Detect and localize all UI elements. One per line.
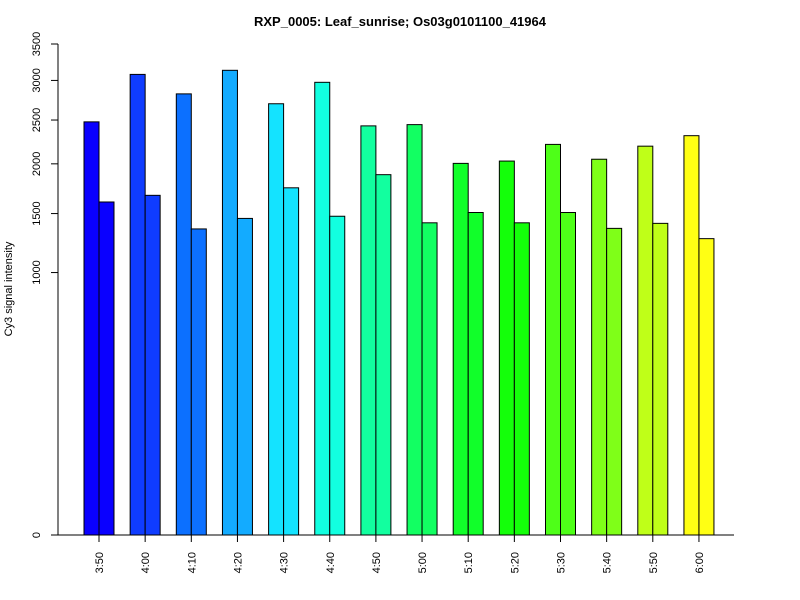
bar-430-2 bbox=[283, 187, 300, 536]
x-axis-ticks: 3:50 4:00 4:10 4:20 4:30 4:40 4:50 5:00 5:10 5:20… bbox=[94, 535, 706, 573]
bar-540-1 bbox=[591, 158, 608, 536]
bar-400-2 bbox=[144, 194, 161, 536]
y-tick-label: 2500 bbox=[31, 108, 43, 132]
bars bbox=[83, 69, 715, 536]
bar-350-1 bbox=[83, 121, 100, 536]
bar-450-2 bbox=[375, 174, 392, 536]
x-tick-label: 6:00 bbox=[694, 552, 706, 573]
bar-420-1 bbox=[221, 69, 238, 536]
y-tick-label: 0 bbox=[31, 532, 43, 538]
bar-510-1 bbox=[452, 162, 469, 536]
y-tick-label: 1500 bbox=[31, 201, 43, 225]
bar-350-2 bbox=[98, 201, 115, 536]
bar-430-1 bbox=[268, 103, 285, 536]
bar-500-1 bbox=[406, 124, 423, 536]
bar-510-2 bbox=[467, 212, 484, 536]
y-tick-label: 2000 bbox=[31, 152, 43, 176]
x-tick-label: 5:50 bbox=[648, 552, 660, 573]
bar-410-2 bbox=[190, 228, 207, 536]
bar-420-2 bbox=[236, 217, 253, 536]
chart-title: RXP_0005: Leaf_sunrise; Os03g0101100_419… bbox=[254, 14, 547, 29]
x-tick-label: 4:20 bbox=[232, 552, 244, 573]
x-tick-label: 5:20 bbox=[509, 552, 521, 573]
x-tick-label: 3:50 bbox=[94, 552, 106, 573]
bar-450-1 bbox=[360, 125, 377, 536]
bar-550-2 bbox=[652, 222, 669, 536]
bar-500-2 bbox=[421, 222, 438, 536]
x-tick-label: 4:50 bbox=[371, 552, 383, 573]
bar-600-1 bbox=[683, 135, 700, 536]
y-tick-label: 3000 bbox=[31, 68, 43, 92]
bar-550-1 bbox=[637, 145, 654, 536]
x-tick-label: 4:00 bbox=[140, 552, 152, 573]
bar-540-2 bbox=[606, 227, 623, 536]
bar-520-2 bbox=[513, 222, 530, 536]
bar-520-1 bbox=[498, 160, 515, 536]
x-tick-label: 5:00 bbox=[417, 552, 429, 573]
bar-530-2 bbox=[560, 212, 576, 536]
y-axis-label: Cy3 signal intensity bbox=[3, 241, 15, 336]
y-tick-label: 3500 bbox=[31, 32, 43, 56]
bar-400-1 bbox=[129, 73, 146, 536]
bar-440-2 bbox=[329, 215, 346, 536]
x-tick-label: 5:10 bbox=[463, 552, 475, 573]
bar-440-1 bbox=[314, 81, 331, 536]
x-tick-label: 4:40 bbox=[325, 552, 337, 573]
y-tick-label: 1000 bbox=[31, 260, 43, 284]
bar-600-2 bbox=[698, 238, 715, 536]
bar-530-1 bbox=[545, 143, 561, 536]
bar-410-1 bbox=[175, 93, 192, 536]
x-tick-label: 4:10 bbox=[186, 552, 198, 573]
x-tick-label: 5:40 bbox=[602, 552, 614, 573]
x-tick-label: 5:30 bbox=[556, 552, 568, 573]
x-tick-label: 4:30 bbox=[279, 552, 291, 573]
y-axis-ticks: 0 1000 1500 2000 2500 3000 3500 bbox=[31, 32, 58, 538]
